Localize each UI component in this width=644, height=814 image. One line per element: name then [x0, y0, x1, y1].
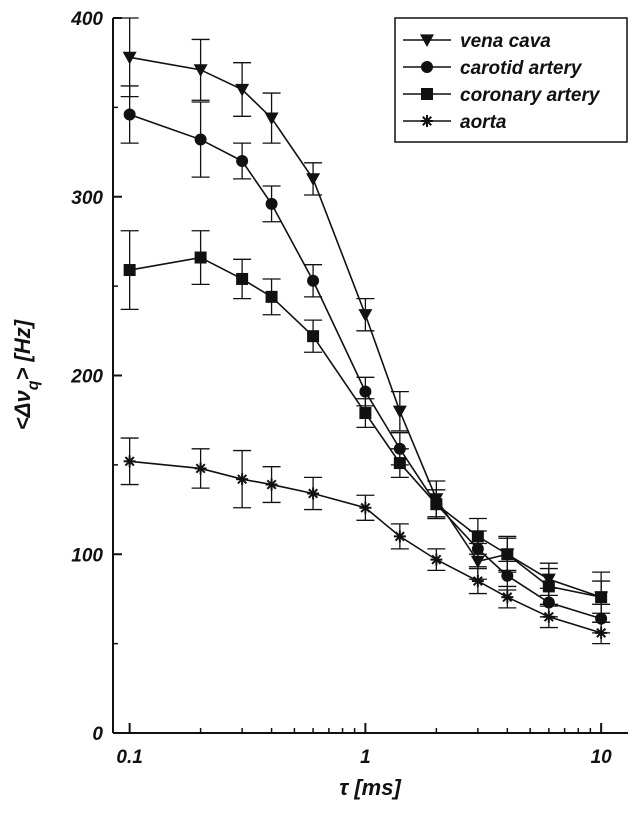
data-point: [265, 290, 278, 303]
x-tick-label: 1: [360, 747, 371, 768]
data-point: [595, 591, 608, 604]
data-point: [264, 112, 279, 126]
data-point: [235, 83, 250, 97]
data-point: [501, 548, 514, 561]
legend-label: aorta: [460, 112, 507, 133]
y-tick-label: 400: [70, 9, 103, 30]
data-point: [542, 580, 555, 593]
star-stroke: [472, 576, 483, 587]
legend-item: aorta: [403, 112, 507, 133]
y-axis-title: <Δνq> [Hz]: [10, 319, 42, 430]
y-tick-label: 0: [92, 724, 103, 745]
data-point: [236, 155, 249, 167]
data-point: [542, 610, 555, 623]
series-carotid-artery: [120, 85, 611, 634]
data-point: [123, 455, 136, 468]
legend-item: carotid artery: [403, 58, 583, 79]
data-point: [123, 264, 136, 277]
data-point: [471, 530, 484, 543]
star-stroke: [266, 479, 277, 490]
x-tick-label: 10: [591, 747, 613, 768]
star-stroke: [431, 554, 442, 565]
data-point: [359, 501, 372, 514]
data-point: [307, 330, 320, 343]
x-tick-label: 0.1: [116, 747, 142, 768]
star-stroke: [596, 627, 607, 638]
data-point: [123, 108, 136, 121]
legend-item: vena cava: [403, 31, 551, 52]
x-axis-title: τ [ms]: [339, 775, 401, 800]
series-line: [129, 256, 602, 598]
data-point: [359, 407, 372, 420]
data-point: [194, 251, 207, 264]
y-axis-title-tail: > [Hz]: [10, 319, 35, 380]
legend-marker: [420, 34, 434, 47]
series-line: [129, 460, 602, 634]
star-stroke: [124, 456, 135, 467]
star-stroke: [543, 611, 554, 622]
star-stroke: [502, 592, 513, 603]
data-point: [595, 626, 608, 639]
y-axis-title-main: <Δν: [10, 389, 35, 430]
data-point: [430, 553, 443, 566]
data-point: [265, 197, 278, 210]
series-line: [129, 113, 602, 620]
data-point: [393, 457, 406, 470]
legend-marker: [421, 88, 433, 100]
data-point: [194, 462, 207, 475]
y-tick-label: 300: [71, 188, 103, 209]
data-point: [306, 173, 321, 186]
series-coronary-artery: [120, 230, 611, 614]
star-stroke: [394, 531, 405, 542]
data-point: [194, 133, 207, 146]
series-aorta: [120, 437, 611, 645]
data-point: [392, 405, 407, 419]
data-point: [265, 478, 278, 491]
star-stroke: [360, 502, 371, 513]
legend-marker: [421, 61, 433, 73]
data-point: [393, 530, 406, 543]
star-stroke: [237, 474, 248, 485]
data-point: [307, 487, 320, 500]
series-line: [129, 56, 602, 598]
data-point: [193, 64, 208, 77]
data-point: [122, 51, 137, 65]
legend: vena cava carotid artery coronary artery ao…: [394, 17, 628, 143]
star-stroke: [195, 463, 206, 474]
legend-marker: [421, 115, 433, 127]
data-point: [358, 309, 373, 322]
data-point: [236, 473, 249, 486]
y-tick-label: 100: [71, 545, 103, 566]
data-point: [430, 498, 443, 511]
y-axis-title-subscript: q: [25, 380, 42, 390]
legend-item: coronary artery: [403, 85, 601, 106]
y-tick-label: 200: [70, 367, 103, 388]
legend-label: carotid artery: [460, 58, 583, 79]
axes: 0 100 200 300 400 0.1 1 10: [70, 9, 628, 768]
legend-label: coronary artery: [460, 85, 601, 106]
data-point: [307, 274, 320, 287]
series-layer: [120, 17, 611, 645]
legend-label: vena cava: [460, 31, 551, 52]
star-stroke: [422, 116, 432, 126]
data-point: [471, 575, 484, 588]
data-point: [501, 591, 514, 604]
star-stroke: [308, 488, 319, 499]
data-point: [236, 272, 249, 285]
data-point: [359, 385, 372, 398]
